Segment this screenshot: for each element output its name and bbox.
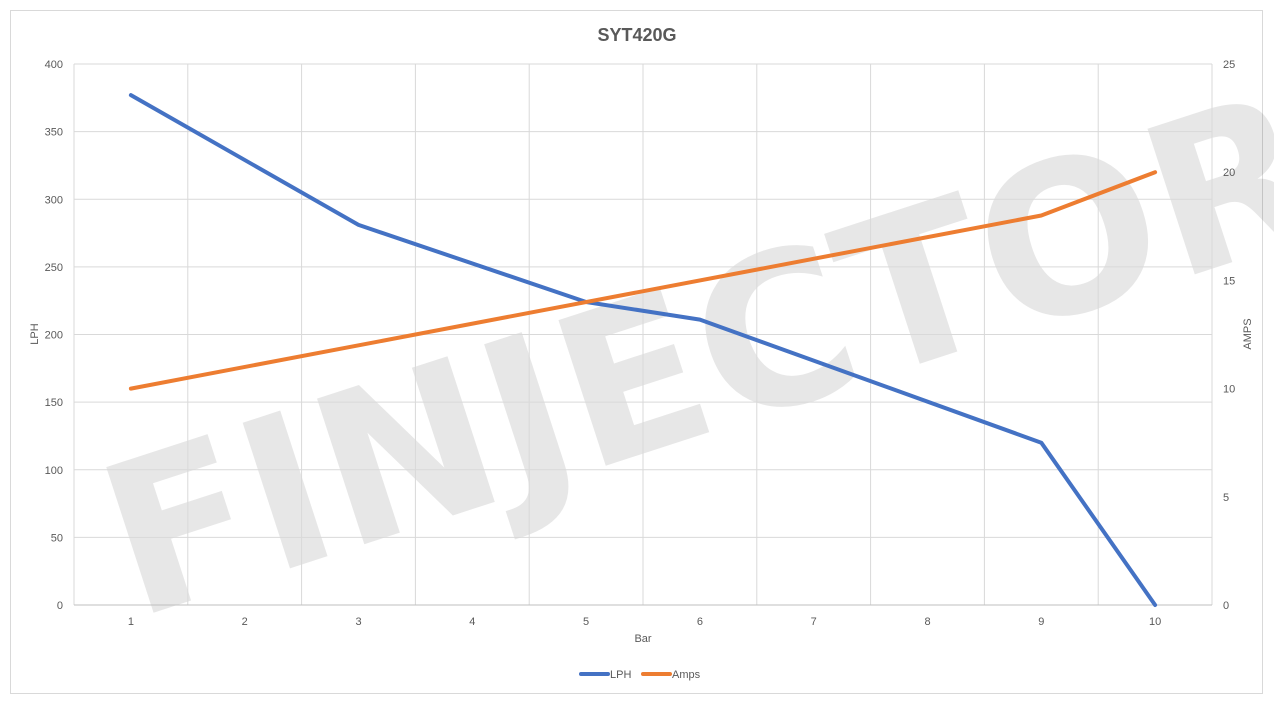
x-tick-label: 2 [242,616,248,628]
y-axis-right: 0 5 10 15 20 25 [1223,59,1235,612]
x-axis: 1 2 3 4 5 6 7 8 9 10 [128,616,1161,628]
series-lines [128,93,1158,607]
y2-tick-label: 10 [1223,384,1235,396]
y-tick-label: 100 [45,465,63,477]
y2-tick-label: 20 [1223,167,1235,179]
x-tick-label: 10 [1149,616,1161,628]
x-tick-label: 1 [128,616,134,628]
x-tick-label: 6 [697,616,703,628]
watermark: FINJECTOR [75,45,1274,666]
watermark-text: FINJECTOR [75,45,1274,666]
y-tick-label: 200 [45,330,63,342]
x-axis-title: Bar [634,633,651,645]
y-tick-label: 300 [45,194,63,206]
legend-label-lph: LPH [610,669,631,681]
y-tick-label: 50 [51,532,63,544]
y-tick-label: 350 [45,127,63,139]
y2-axis-title: AMPS [1242,318,1254,349]
chart-title: SYT420G [597,25,676,45]
x-tick-label: 8 [924,616,930,628]
series-line-amps [128,170,1158,391]
y-tick-label: 250 [45,262,63,274]
x-tick-label: 5 [583,616,589,628]
legend: LPH Amps [579,669,701,681]
y2-tick-label: 5 [1223,492,1229,504]
y2-tick-label: 0 [1223,600,1229,612]
x-tick-label: 7 [811,616,817,628]
y-axis-left: 0 50 100 150 200 250 300 350 400 [45,59,63,612]
y-axis-title: LPH [29,323,41,344]
x-tick-label: 9 [1038,616,1044,628]
y2-tick-label: 25 [1223,59,1235,71]
y-tick-label: 0 [57,600,63,612]
x-tick-label: 4 [469,616,475,628]
y-tick-label: 150 [45,397,63,409]
x-tick-label: 3 [355,616,361,628]
series-line-lph [128,93,1158,607]
chart-frame [10,10,1263,694]
y2-tick-label: 15 [1223,275,1235,287]
y-tick-label: 400 [45,59,63,71]
legend-label-amps: Amps [672,669,701,681]
